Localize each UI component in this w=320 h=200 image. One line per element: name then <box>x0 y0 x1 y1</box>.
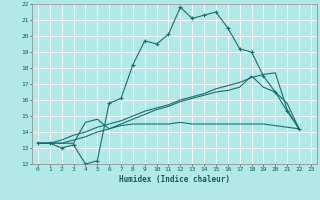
X-axis label: Humidex (Indice chaleur): Humidex (Indice chaleur) <box>119 175 230 184</box>
